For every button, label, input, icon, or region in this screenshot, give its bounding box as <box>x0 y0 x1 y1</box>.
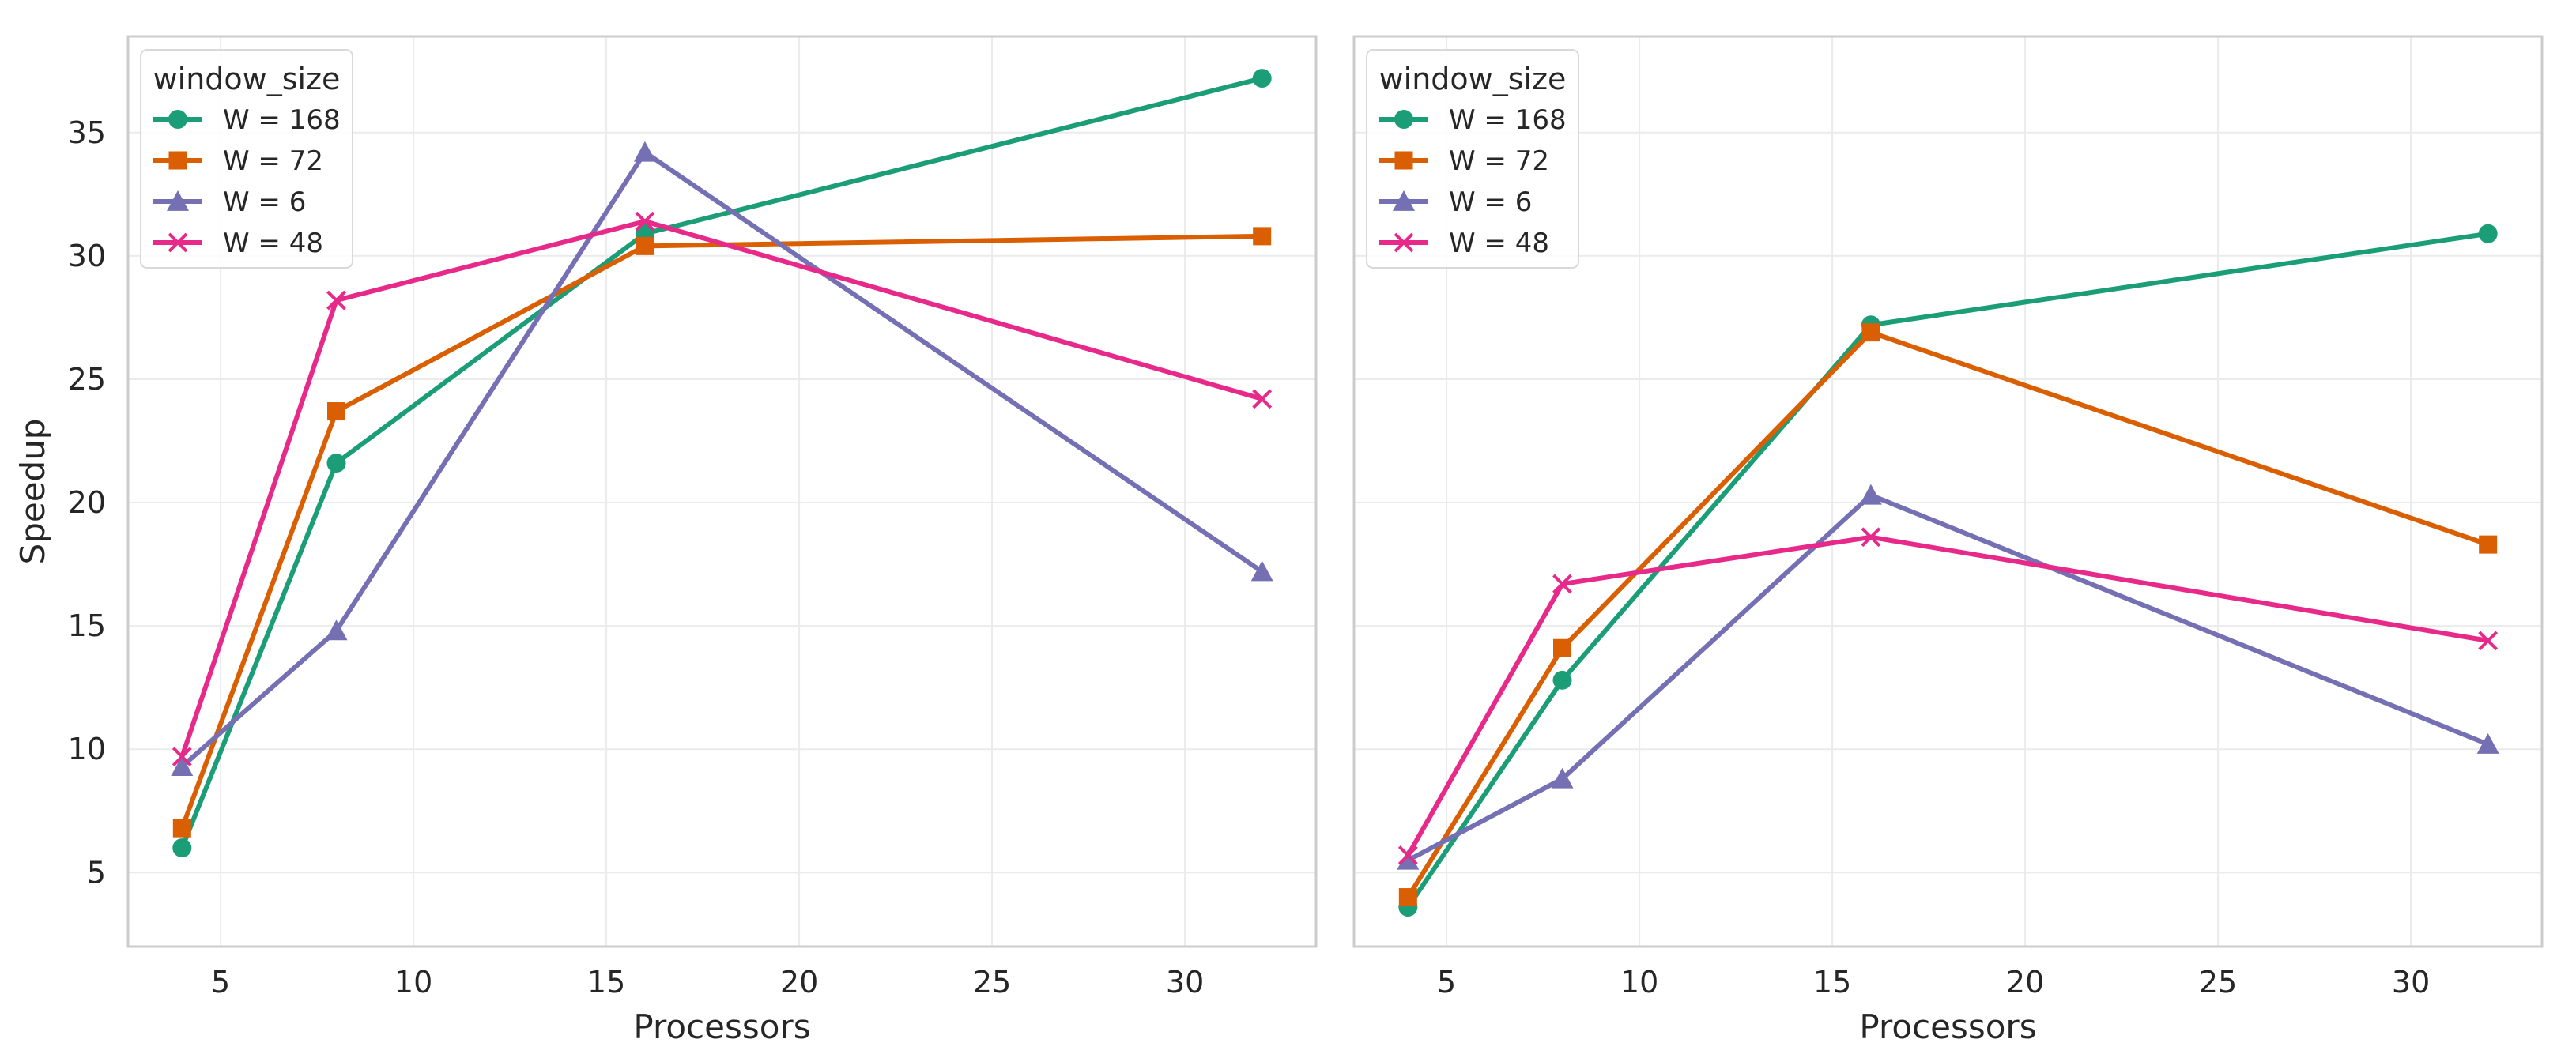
x-axis-label: Processors <box>1859 1007 2036 1046</box>
legend: window_size W = 168 W = 72 W = 6 W = 48 <box>140 49 353 269</box>
data-point <box>327 402 346 421</box>
series-line <box>1405 231 2491 910</box>
legend-label: W = 48 <box>223 228 323 259</box>
legend-label: W = 6 <box>223 186 306 218</box>
plot-frame <box>1352 35 2544 948</box>
x-tick-label: 25 <box>2199 965 2237 1000</box>
data-point <box>171 755 194 776</box>
data-point <box>1861 323 1880 342</box>
panel-2: 5 10 15 20 25 30 Processors window_size W = 168 W… <box>1352 35 2544 1046</box>
data-point <box>326 290 346 311</box>
series-line <box>179 233 1265 831</box>
data-point <box>2479 535 2498 554</box>
x-tick-label: 30 <box>2392 965 2430 1000</box>
legend-title: window_size <box>1379 62 1567 96</box>
series-line <box>179 76 1265 851</box>
legend-box <box>140 49 353 269</box>
x-tick-label: 30 <box>1166 965 1204 1000</box>
legend-box <box>1366 49 1579 269</box>
legend-label: W = 72 <box>223 145 323 177</box>
legend-label: W = 168 <box>1449 104 1567 136</box>
legend-title: window_size <box>153 62 341 96</box>
panel-1: 5 10 15 20 25 30 5 10 15 20 25 30 35 Processors Speedu… <box>13 35 1318 1046</box>
data-point <box>1553 638 1572 657</box>
x-tick-label: 20 <box>780 965 818 1000</box>
y-tick-label: 20 <box>68 485 106 520</box>
data-point <box>1252 69 1272 88</box>
y-tick-label: 35 <box>68 115 106 150</box>
legend-label: W = 72 <box>1449 145 1549 177</box>
data-point <box>172 819 191 838</box>
y-tick-label: 10 <box>68 732 106 766</box>
legend-marker <box>1394 232 1414 253</box>
data-point <box>325 619 348 641</box>
data-point <box>172 747 192 767</box>
data-point <box>1552 670 1572 690</box>
plot-frame <box>126 35 1318 948</box>
legend-label: W = 48 <box>1449 228 1549 259</box>
series-line <box>1405 492 2491 863</box>
legend-label: W = 6 <box>1449 186 1532 218</box>
data-point <box>2478 631 2499 651</box>
data-point <box>1551 767 1574 789</box>
y-tick-label: 30 <box>68 239 106 273</box>
data-point <box>635 211 655 232</box>
legend-label: W = 168 <box>223 104 341 136</box>
legend: window_size W = 168 W = 72 W = 6 W = 48 <box>1366 49 1579 269</box>
data-point <box>1253 227 1272 246</box>
legend-marker <box>1394 151 1413 170</box>
data-point <box>1397 845 1418 865</box>
data-point <box>1552 574 1572 594</box>
x-axis-label: Processors <box>633 1007 810 1046</box>
x-tick-label: 10 <box>394 965 432 1000</box>
x-tick-label: 25 <box>973 965 1011 1000</box>
x-tick-label: 15 <box>1813 965 1851 1000</box>
data-point <box>636 236 654 255</box>
data-point <box>172 838 192 858</box>
y-tick-label: 15 <box>68 608 106 643</box>
legend-marker <box>168 151 187 170</box>
data-point <box>2478 224 2498 243</box>
data-point <box>2476 733 2499 754</box>
data-point <box>326 454 346 473</box>
data-point <box>1397 849 1420 870</box>
legend-marker <box>1393 190 1415 211</box>
data-point <box>1861 527 1881 548</box>
legend-marker <box>168 110 187 129</box>
data-point <box>1398 888 1417 907</box>
x-tick-label: 5 <box>1437 965 1456 1000</box>
series-line <box>1405 329 2491 900</box>
series-line <box>1405 534 2491 858</box>
data-point <box>1252 389 1273 409</box>
series-line <box>179 219 1265 759</box>
series-line <box>179 149 1265 770</box>
legend-marker <box>168 232 188 253</box>
data-point <box>633 141 656 162</box>
legend-marker <box>1394 110 1413 129</box>
x-tick-label: 20 <box>2006 965 2044 1000</box>
x-tick-label: 15 <box>587 965 625 1000</box>
y-axis-label: Speedup <box>13 419 52 565</box>
data-point <box>1859 484 1882 505</box>
y-tick-label: 5 <box>87 855 106 890</box>
x-tick-label: 10 <box>1620 965 1658 1000</box>
x-tick-label: 5 <box>211 965 230 1000</box>
legend-marker <box>167 190 189 211</box>
y-tick-label: 25 <box>68 362 106 397</box>
data-point <box>1250 560 1273 582</box>
